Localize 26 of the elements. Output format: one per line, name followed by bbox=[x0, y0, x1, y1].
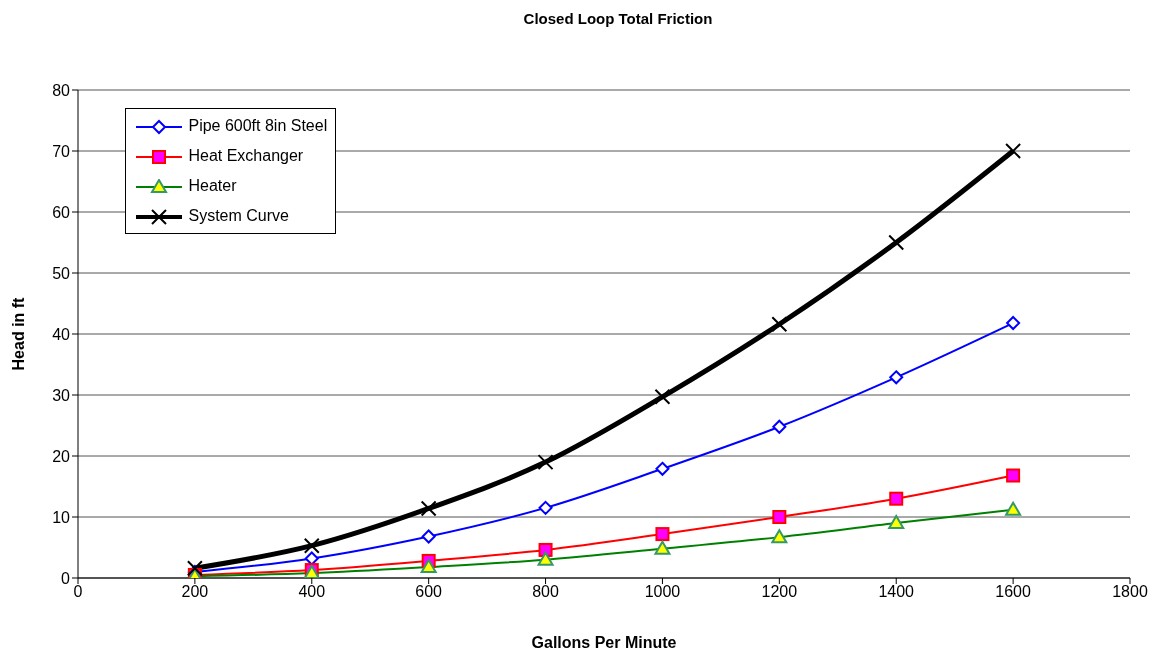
legend-label: Pipe 600ft 8in Steel bbox=[188, 117, 328, 134]
y-axis-title: Head in ft bbox=[9, 296, 27, 371]
legend-label: Heat Exchanger bbox=[188, 147, 304, 164]
x-tick-label: 1400 bbox=[878, 583, 915, 601]
y-tick-label: 80 bbox=[52, 81, 71, 99]
x-tick-label: 400 bbox=[298, 583, 326, 601]
y-tick-label: 20 bbox=[52, 447, 71, 465]
x-tick-label: 0 bbox=[73, 583, 83, 601]
y-tick-label: 60 bbox=[52, 203, 71, 221]
y-tick-label: 0 bbox=[61, 569, 71, 587]
legend-label: Heater bbox=[188, 177, 237, 194]
x-tick-label: 800 bbox=[532, 583, 559, 601]
legend-label: System Curve bbox=[188, 207, 289, 224]
y-tick-label: 70 bbox=[52, 142, 71, 160]
y-tick-label: 50 bbox=[52, 264, 71, 282]
y-tick-label: 30 bbox=[52, 386, 71, 404]
y-tick-label: 40 bbox=[52, 325, 71, 343]
x-tick-label: 1600 bbox=[995, 583, 1032, 601]
y-tick-label: 10 bbox=[52, 508, 71, 526]
chart-title: Closed Loop Total Friction bbox=[522, 9, 714, 29]
x-tick-label: 600 bbox=[415, 583, 443, 601]
x-axis-title: Gallons Per Minute bbox=[531, 634, 677, 651]
x-tick-label: 1000 bbox=[644, 583, 681, 601]
x-tick-label: 200 bbox=[181, 583, 209, 601]
x-tick-label: 1800 bbox=[1112, 583, 1148, 601]
x-tick-label: 1200 bbox=[761, 583, 798, 601]
